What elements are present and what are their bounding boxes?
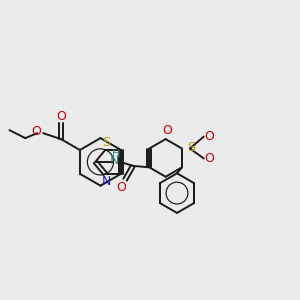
Text: S: S (187, 141, 195, 154)
Text: O: O (205, 130, 214, 143)
Text: N: N (110, 154, 119, 167)
Text: O: O (31, 125, 41, 138)
Text: O: O (116, 181, 126, 194)
Text: H: H (112, 149, 120, 159)
Text: O: O (56, 110, 66, 123)
Text: S: S (102, 136, 110, 148)
Text: O: O (163, 124, 172, 137)
Text: O: O (205, 152, 214, 165)
Text: N: N (101, 175, 111, 188)
